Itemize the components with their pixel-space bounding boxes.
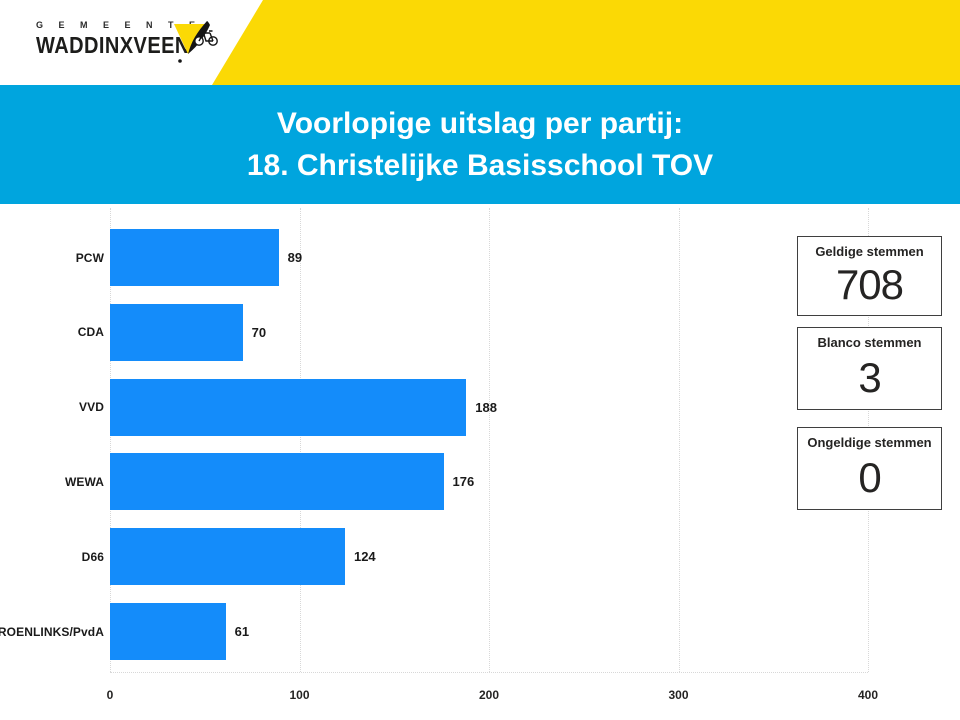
x-axis-tick-label: 400 [857,688,879,702]
category-label: GROENLINKS/PvdA [0,624,104,639]
stat-card-label: Ongeldige stemmen [807,435,932,450]
title-banner: Voorlopige uitslag per partij: 18. Chris… [0,85,960,204]
stat-card-value: 708 [835,261,904,308]
bar-pcw [110,229,279,286]
bar-wewa [110,453,444,511]
bar-value-label: 124 [353,549,376,565]
page-title-line2: 18. Christelijke Basisschool TOV [246,148,714,182]
x-axis-tick-label: 300 [668,688,689,702]
logo-mark-icon [174,21,218,63]
bar-value-label: 70 [251,324,267,340]
bar-cda [110,303,243,361]
bar-value-label: 176 [452,474,475,490]
stat-card: Blanco stemmen 3 [797,327,942,410]
top-band: G E M E E N T E WADDINXVEEN [0,0,960,85]
gemeente-waddinxveen-logo: G E M E E N T E WADDINXVEEN [36,20,213,59]
x-axis-tick-label: 100 [289,688,310,702]
logo-municipality-name: WADDINXVEEN [36,32,190,58]
category-label: VVD [79,400,104,415]
category-label: WEWA [64,474,104,489]
bar-value-label: 89 [287,250,303,265]
stat-card: Ongeldige stemmen 0 [797,427,942,510]
stat-card-value: 0 [858,453,881,501]
stat-card-value: 3 [858,353,881,401]
stat-card: Geldige stemmen 708 [797,236,942,316]
x-axis-baseline [110,672,868,673]
x-gridline [299,208,301,672]
bar-groenlinks-pvda [110,603,226,660]
bar-vvd [110,378,467,436]
bar-d66 [110,528,345,586]
x-gridline [489,208,490,672]
page-title-line1: Voorlopige uitslag per partij: [276,106,684,140]
stat-card-label: Geldige stemmen [815,244,924,259]
x-axis-tick-label: 0 [106,688,114,702]
x-gridline [110,208,111,672]
yellow-swoosh-decoration [212,0,960,85]
bar-value-label: 188 [475,399,497,415]
x-gridline [678,208,680,672]
logo-gemeente-text: G E M E E N T E [36,20,202,30]
category-label: CDA [77,325,104,340]
x-axis-tick-label: 200 [478,688,500,702]
bar-value-label: 61 [234,624,250,639]
bicycle-icon [194,30,218,46]
category-label: D66 [81,549,104,564]
stat-card-label: Blanco stemmen [817,335,922,350]
category-label: PCW [75,250,104,265]
